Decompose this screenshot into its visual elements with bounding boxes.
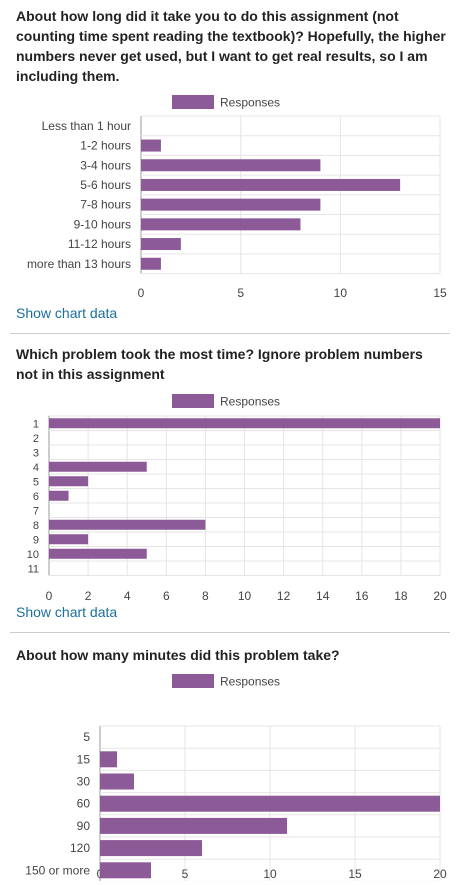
chart-3-legend: Responses (172, 674, 280, 689)
chart-2-legend: Responses (172, 394, 280, 409)
category-label: 9-10 hours (74, 217, 131, 231)
bar-1-5[interactable] (141, 198, 321, 211)
legend-label: Responses (220, 96, 280, 110)
bar-3-2[interactable] (100, 751, 117, 768)
x-tick-label: 15 (348, 867, 362, 881)
legend-swatch (172, 674, 214, 688)
category-label: 2 (33, 433, 39, 445)
x-tick-label: 10 (263, 867, 277, 881)
bar-2-5[interactable] (49, 476, 89, 487)
bar-2-8[interactable] (49, 519, 206, 530)
x-tick-label: 0 (138, 286, 145, 300)
x-tick-label: 5 (182, 867, 189, 881)
bar-3-7[interactable] (100, 862, 151, 879)
x-tick-label: 5 (237, 286, 244, 300)
x-tick-label: 12 (277, 589, 291, 603)
section-divider-2 (10, 632, 450, 633)
category-label: 7-8 hours (80, 198, 131, 212)
chart-3: Responses05101520515306090120150 or more (25, 674, 447, 881)
bar-2-10[interactable] (49, 548, 147, 559)
category-label: 90 (77, 819, 91, 833)
bar-2-9[interactable] (49, 534, 89, 545)
x-tick-label: 0 (46, 589, 53, 603)
x-tick-label: 20 (433, 589, 447, 603)
legend-label: Responses (220, 675, 280, 689)
legend-label: Responses (220, 395, 280, 409)
category-label: more than 13 hours (27, 257, 131, 271)
bar-3-5[interactable] (100, 817, 287, 834)
section-divider-1 (10, 333, 450, 334)
category-label: 150 or more (25, 863, 90, 877)
legend-swatch (172, 394, 214, 408)
chart-1: Responses 0 5 10 15 Less than 1 hour 1-2 hours… (27, 95, 447, 300)
category-label: 5-6 hours (80, 178, 131, 192)
bar-3-6[interactable] (100, 840, 202, 857)
x-tick-label: 10 (334, 286, 348, 300)
category-label: 3-4 hours (80, 158, 131, 172)
category-label: 5 (83, 730, 90, 744)
x-tick-label: 20 (433, 867, 447, 881)
show-chart-data-link-2[interactable]: Show chart data (16, 604, 118, 620)
bar-1-4[interactable] (141, 178, 401, 191)
bar-1-7[interactable] (141, 238, 181, 251)
question-1-section: About how long did it take you to do thi… (0, 0, 459, 330)
x-tick-label: 4 (124, 589, 131, 603)
bar-1-2[interactable] (141, 139, 161, 152)
category-label: Less than 1 hour (42, 119, 131, 133)
category-label: 6 (33, 491, 39, 503)
x-tick-label: 18 (394, 589, 408, 603)
bar-3-4[interactable] (100, 795, 440, 812)
bar-2-4[interactable] (49, 461, 147, 472)
x-tick-label: 15 (433, 286, 447, 300)
category-label: 5 (33, 476, 39, 488)
category-label: 120 (70, 841, 90, 855)
show-chart-data-link-1[interactable]: Show chart data (16, 305, 118, 321)
question-2-section: Which problem took the most time? Ignore… (0, 334, 459, 629)
question-2-title: Which problem took the most time? Ignore… (16, 346, 423, 382)
category-label: 8 (33, 520, 39, 532)
question-3-section: About how many minutes did this problem … (0, 633, 459, 885)
x-tick-label: 10 (238, 589, 252, 603)
legend-swatch (172, 95, 214, 109)
category-label: 60 (77, 797, 91, 811)
category-label: 1 (33, 418, 39, 430)
category-label: 4 (33, 462, 39, 474)
category-label: 1-2 hours (80, 139, 131, 153)
x-tick-label: 14 (316, 589, 330, 603)
chart-1-legend: Responses (172, 95, 280, 110)
bar-1-6[interactable] (141, 218, 301, 231)
x-tick-label: 2 (85, 589, 92, 603)
x-tick-label: 8 (202, 589, 209, 603)
category-label: 9 (33, 534, 39, 546)
category-label: 30 (77, 775, 91, 789)
x-tick-label: 6 (163, 589, 170, 603)
bar-1-8[interactable] (141, 257, 161, 270)
bar-3-3[interactable] (100, 773, 134, 790)
category-label: 11 (28, 563, 39, 575)
question-1-title: About how long did it take you to do thi… (16, 8, 446, 84)
category-label: 15 (77, 752, 91, 766)
category-label: 10 (27, 549, 39, 561)
bar-1-3[interactable] (141, 159, 321, 172)
category-label: 3 (33, 447, 39, 459)
category-label: 11-12 hours (68, 237, 131, 251)
bar-2-1[interactable] (49, 418, 440, 429)
category-label: 7 (33, 505, 39, 517)
bar-2-6[interactable] (49, 490, 69, 501)
question-3-title: About how many minutes did this problem … (16, 647, 340, 663)
x-tick-label: 16 (355, 589, 369, 603)
